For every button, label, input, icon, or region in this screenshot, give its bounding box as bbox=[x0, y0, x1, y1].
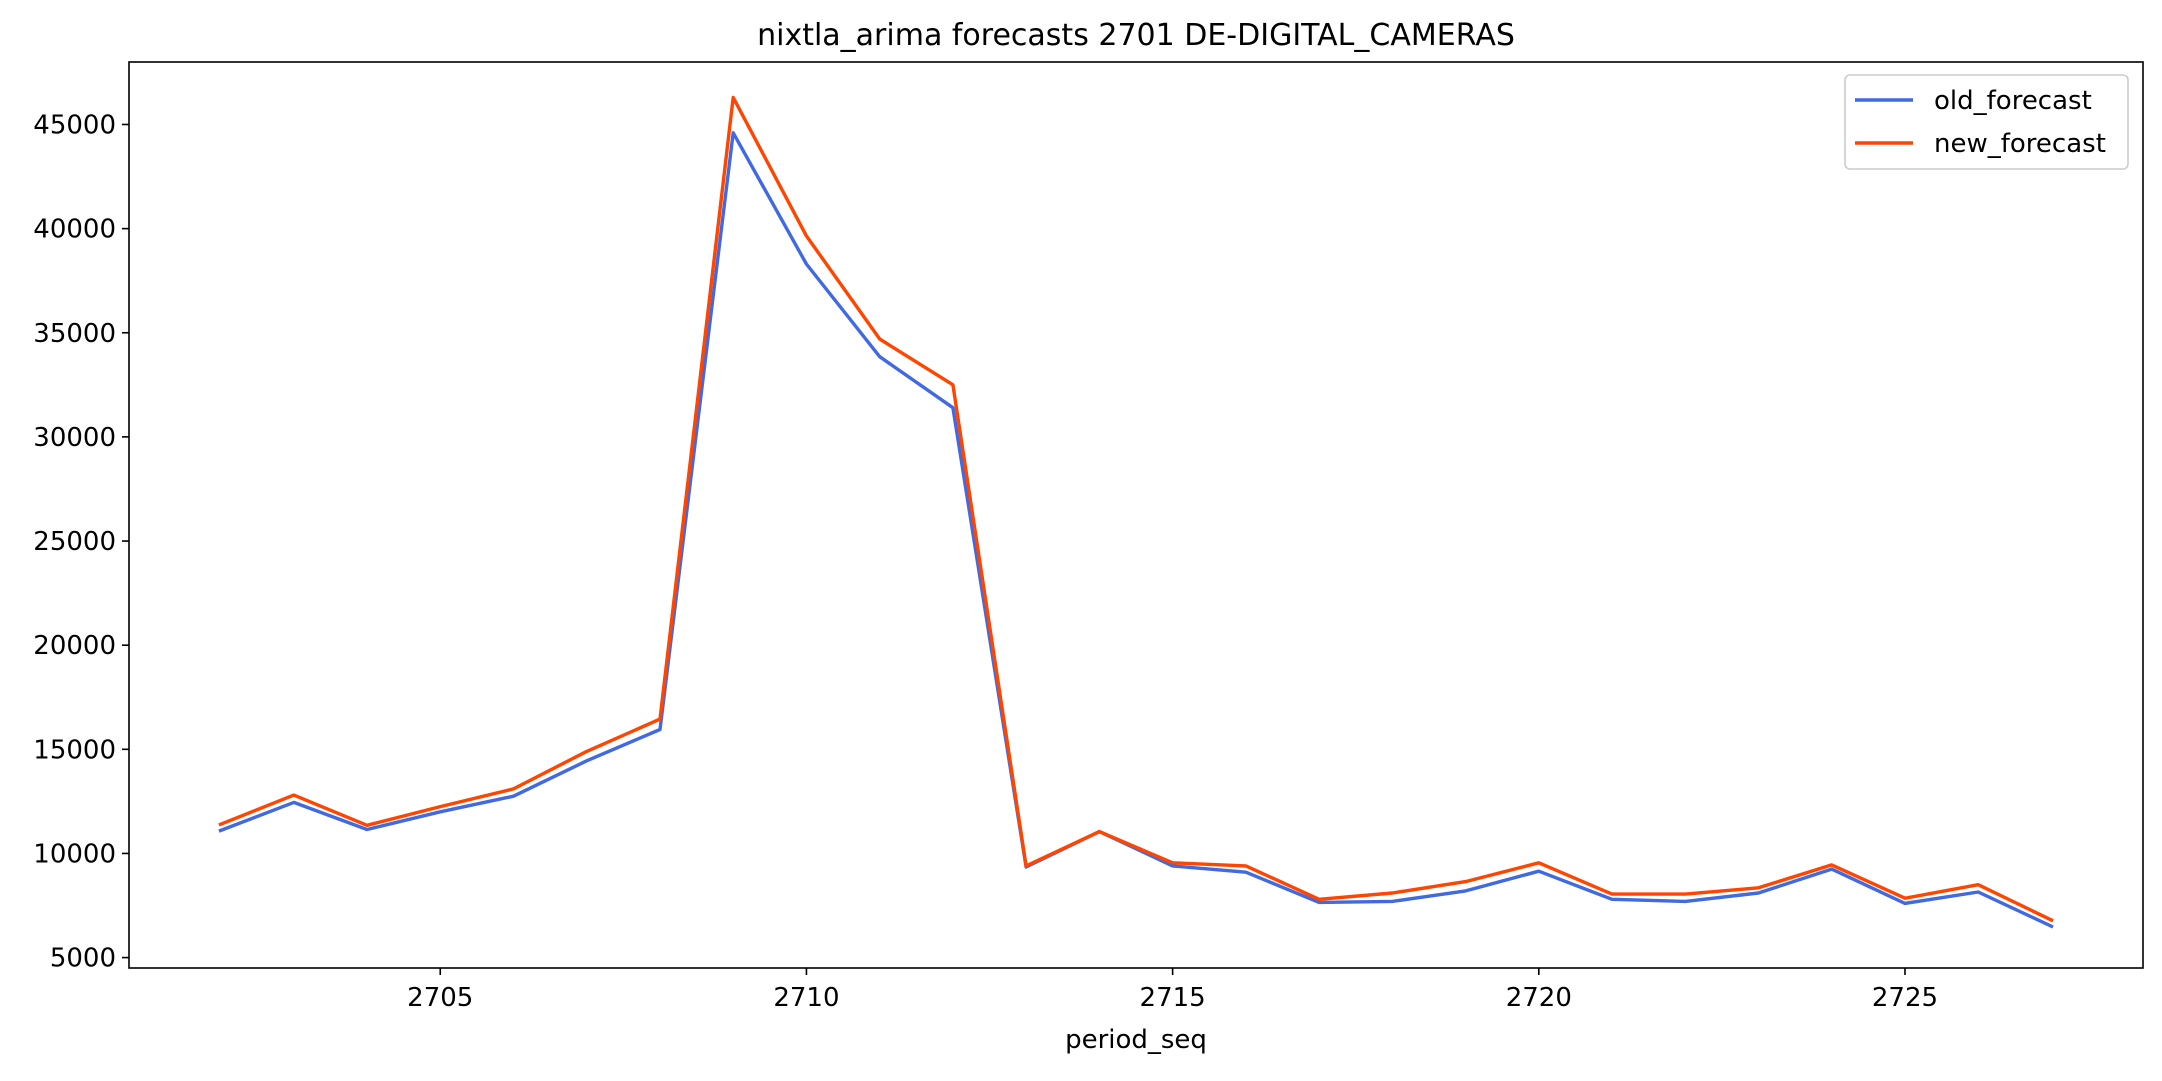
y-tick-label: 40000 bbox=[33, 215, 116, 245]
y-tick-label: 45000 bbox=[33, 110, 116, 140]
series-line-old-forecast bbox=[218, 131, 2054, 929]
y-tick-label: 25000 bbox=[33, 527, 116, 557]
legend: old_forecast new_forecast bbox=[1844, 74, 2129, 170]
x-axis: 2705 2710 2715 2720 2725 bbox=[407, 968, 1938, 1013]
y-axis: 5000 10000 15000 20000 25000 30000 35000 40000 4… bbox=[33, 110, 129, 974]
plot-area-frame bbox=[128, 61, 2144, 969]
x-tick-label: 2705 bbox=[407, 983, 473, 1013]
legend-label-old-forecast: old_forecast bbox=[1934, 86, 2092, 116]
x-tick-label: 2725 bbox=[1872, 983, 1938, 1013]
x-tick-label: 2720 bbox=[1506, 983, 1572, 1013]
series-layer bbox=[218, 95, 2054, 929]
x-axis-label: period_seq bbox=[1065, 1025, 1207, 1055]
x-tick-label: 2715 bbox=[1140, 983, 1206, 1013]
series-line-new-forecast bbox=[218, 95, 2054, 923]
y-tick-label: 30000 bbox=[33, 423, 116, 453]
y-tick-label: 10000 bbox=[33, 839, 116, 869]
x-tick-label: 2710 bbox=[773, 983, 839, 1013]
y-tick-label: 15000 bbox=[33, 735, 116, 765]
y-tick-label: 5000 bbox=[50, 944, 116, 974]
y-tick-label: 20000 bbox=[33, 631, 116, 661]
legend-box bbox=[1844, 74, 2129, 170]
chart-title: nixtla_arima forecasts 2701 DE-DIGITAL_C… bbox=[757, 18, 1515, 53]
legend-label-new-forecast: new_forecast bbox=[1934, 129, 2106, 159]
y-tick-label: 35000 bbox=[33, 319, 116, 349]
